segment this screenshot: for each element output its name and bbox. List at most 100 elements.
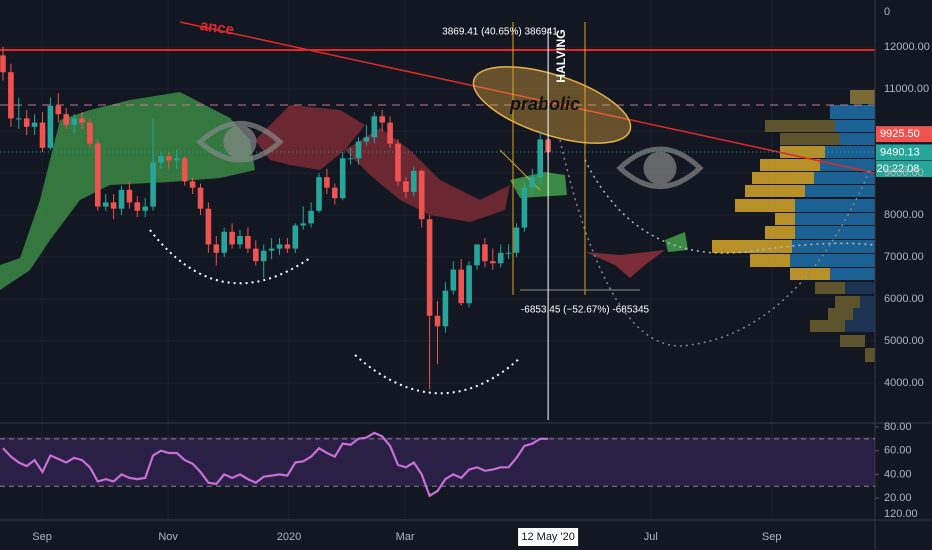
rsi-extra-label: 120.00 xyxy=(884,508,918,520)
candle-body xyxy=(355,141,362,159)
trend-line xyxy=(179,21,876,174)
candle-body xyxy=(458,269,464,304)
price-tag-label: 9925.50 xyxy=(880,128,920,140)
candle-body xyxy=(55,105,62,115)
candle-body xyxy=(537,139,543,178)
candle-body xyxy=(158,156,164,163)
candle-body xyxy=(31,122,38,127)
candle-body xyxy=(379,116,386,123)
candle-body xyxy=(253,248,259,262)
candle-body xyxy=(174,158,180,161)
candle-body xyxy=(513,227,520,253)
candle-body xyxy=(229,231,235,245)
top-label: 0 xyxy=(884,6,890,18)
candle-body xyxy=(474,244,480,266)
candle-body xyxy=(450,269,457,291)
cloud-red xyxy=(585,250,665,278)
candle-body xyxy=(79,118,85,123)
candle-body xyxy=(221,231,228,253)
candle-body xyxy=(47,105,54,148)
candle-body xyxy=(505,252,512,254)
candle-body xyxy=(521,187,528,228)
y-tick-label: 20.00 xyxy=(884,492,912,504)
candle-body xyxy=(39,122,46,148)
parabolic-ellipse xyxy=(472,66,632,144)
x-tick-label: 2020 xyxy=(277,531,301,543)
candle-body xyxy=(237,235,243,245)
candle-body xyxy=(63,114,70,125)
candle-body xyxy=(363,137,370,142)
y-tick-label: 9000.00 xyxy=(884,167,924,179)
halving-label: HALVING xyxy=(554,29,568,82)
candle-body xyxy=(71,118,77,125)
candle-body xyxy=(482,244,488,262)
eye-icon xyxy=(196,121,704,189)
x-tick-label: Sep xyxy=(762,531,782,543)
candle-body xyxy=(332,187,338,199)
rsi-line xyxy=(2,431,549,498)
candle-body xyxy=(418,170,425,220)
price-tag-label: 9490.13 xyxy=(880,146,920,158)
candle-body xyxy=(102,202,109,207)
candle-body xyxy=(411,170,417,192)
crosshair-label: 12 May '20 xyxy=(521,531,574,543)
candle-body xyxy=(150,162,156,207)
candle-body xyxy=(213,244,220,253)
y-tick-label: 5000.00 xyxy=(884,335,924,347)
y-tick-label: 7000.00 xyxy=(884,251,924,263)
measure-down-label: -6853.45 (−52.67%) -685345 xyxy=(521,305,650,316)
cloud-green xyxy=(0,92,255,290)
price-tag xyxy=(876,144,932,161)
y-tick-label: 8000.00 xyxy=(884,209,924,221)
candle-body xyxy=(466,265,472,304)
candle-body xyxy=(489,261,496,264)
candle-body xyxy=(371,116,378,138)
y-tick-label: 40.00 xyxy=(884,468,912,480)
candle-body xyxy=(434,315,441,327)
candle-body xyxy=(126,189,133,203)
candle-body xyxy=(387,122,393,144)
candle-body xyxy=(260,250,267,262)
candle-body xyxy=(426,219,433,316)
resistance-label: ance xyxy=(199,17,235,39)
candle-body xyxy=(134,202,141,211)
x-tick-label: Mar xyxy=(396,531,415,543)
candle-body xyxy=(308,210,314,224)
parabolic-label: prabolic xyxy=(509,94,580,114)
countdown: 20:22:08 xyxy=(877,163,920,175)
price-tag xyxy=(876,126,932,143)
cloud-red xyxy=(345,128,510,222)
y-tick-label: 6000.00 xyxy=(884,293,924,305)
candle-body xyxy=(181,158,188,182)
candle-body xyxy=(268,248,275,251)
candle-body xyxy=(205,208,212,245)
y-tick-label: 80.00 xyxy=(884,421,912,433)
candle-body xyxy=(395,143,401,182)
candle-body xyxy=(0,55,6,73)
candle-body xyxy=(189,181,196,188)
y-tick-label: 11000.00 xyxy=(884,83,929,95)
y-tick-label: 60.00 xyxy=(884,445,912,457)
candle-body xyxy=(300,223,307,226)
x-tick-label: Jul xyxy=(644,531,658,543)
candle-body xyxy=(276,244,283,249)
candle-body xyxy=(110,202,117,209)
candle-body xyxy=(497,252,504,264)
y-tick-label: 12000.00 xyxy=(884,41,930,53)
candle-body xyxy=(316,177,322,211)
candle-body xyxy=(403,181,409,192)
candle-body xyxy=(197,187,204,209)
candle-body xyxy=(245,235,251,249)
dotted-curve xyxy=(149,139,876,395)
candle-body xyxy=(118,189,125,209)
candle-body xyxy=(324,177,330,188)
candle-body xyxy=(16,118,22,120)
cloud-green xyxy=(665,232,688,252)
candle-body xyxy=(347,158,354,160)
cloud-red xyxy=(255,105,365,170)
candle-body xyxy=(284,244,291,249)
measure-up-label: 3869.41 (40.65%) 386941 xyxy=(442,27,558,38)
volume-profile xyxy=(712,90,875,362)
